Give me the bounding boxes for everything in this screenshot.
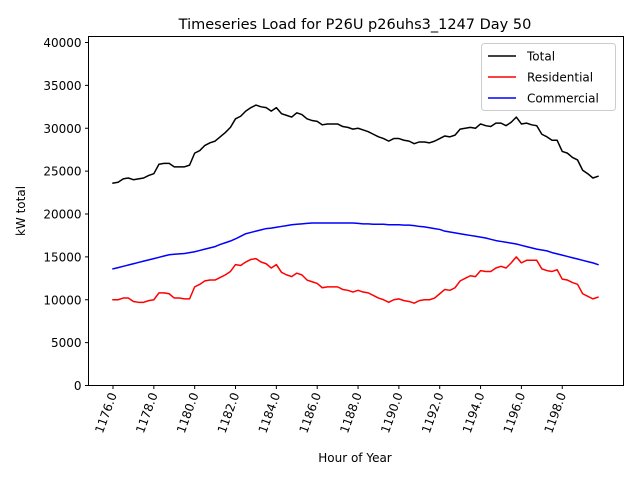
plot-frame: [88, 36, 624, 386]
legend-frame: [481, 43, 616, 111]
series-line-residential: [112, 256, 599, 304]
y-tick-label: 30000: [43, 122, 81, 136]
legend-label-residential: Residential: [527, 71, 593, 85]
series-line-total: [112, 104, 599, 184]
y-tick-label: 15000: [43, 250, 81, 264]
y-tick-label: 40000: [43, 36, 81, 50]
x-axis-label: Hour of Year: [318, 451, 392, 465]
y-tick-label: 10000: [43, 293, 81, 307]
legend: Total Residential Commercial: [481, 43, 616, 111]
y-tick-label: 5000: [51, 336, 82, 350]
series-line-commercial: [112, 222, 599, 270]
chart-title: Timeseries Load for P26U p26uhs3_1247 Da…: [178, 17, 532, 33]
plot-lines: [112, 104, 599, 304]
legend-label-total: Total: [526, 50, 555, 64]
y-tick-label: 25000: [43, 165, 81, 179]
legend-label-commercial: Commercial: [527, 92, 599, 106]
y-tick-label: 35000: [43, 79, 81, 93]
y-tick-label: 0: [74, 379, 82, 393]
y-tick-label: 20000: [43, 208, 81, 222]
y-axis: 0 5000 10000 15000 20000 25000 30000 35000 40000: [43, 36, 89, 393]
y-axis-label: kW total: [14, 186, 28, 236]
